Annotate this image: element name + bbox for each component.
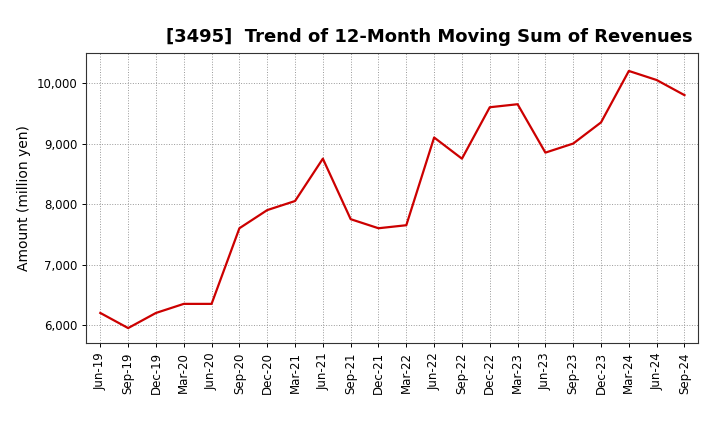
Y-axis label: Amount (million yen): Amount (million yen) <box>17 125 31 271</box>
Text: [3495]  Trend of 12-Month Moving Sum of Revenues: [3495] Trend of 12-Month Moving Sum of R… <box>166 28 693 46</box>
